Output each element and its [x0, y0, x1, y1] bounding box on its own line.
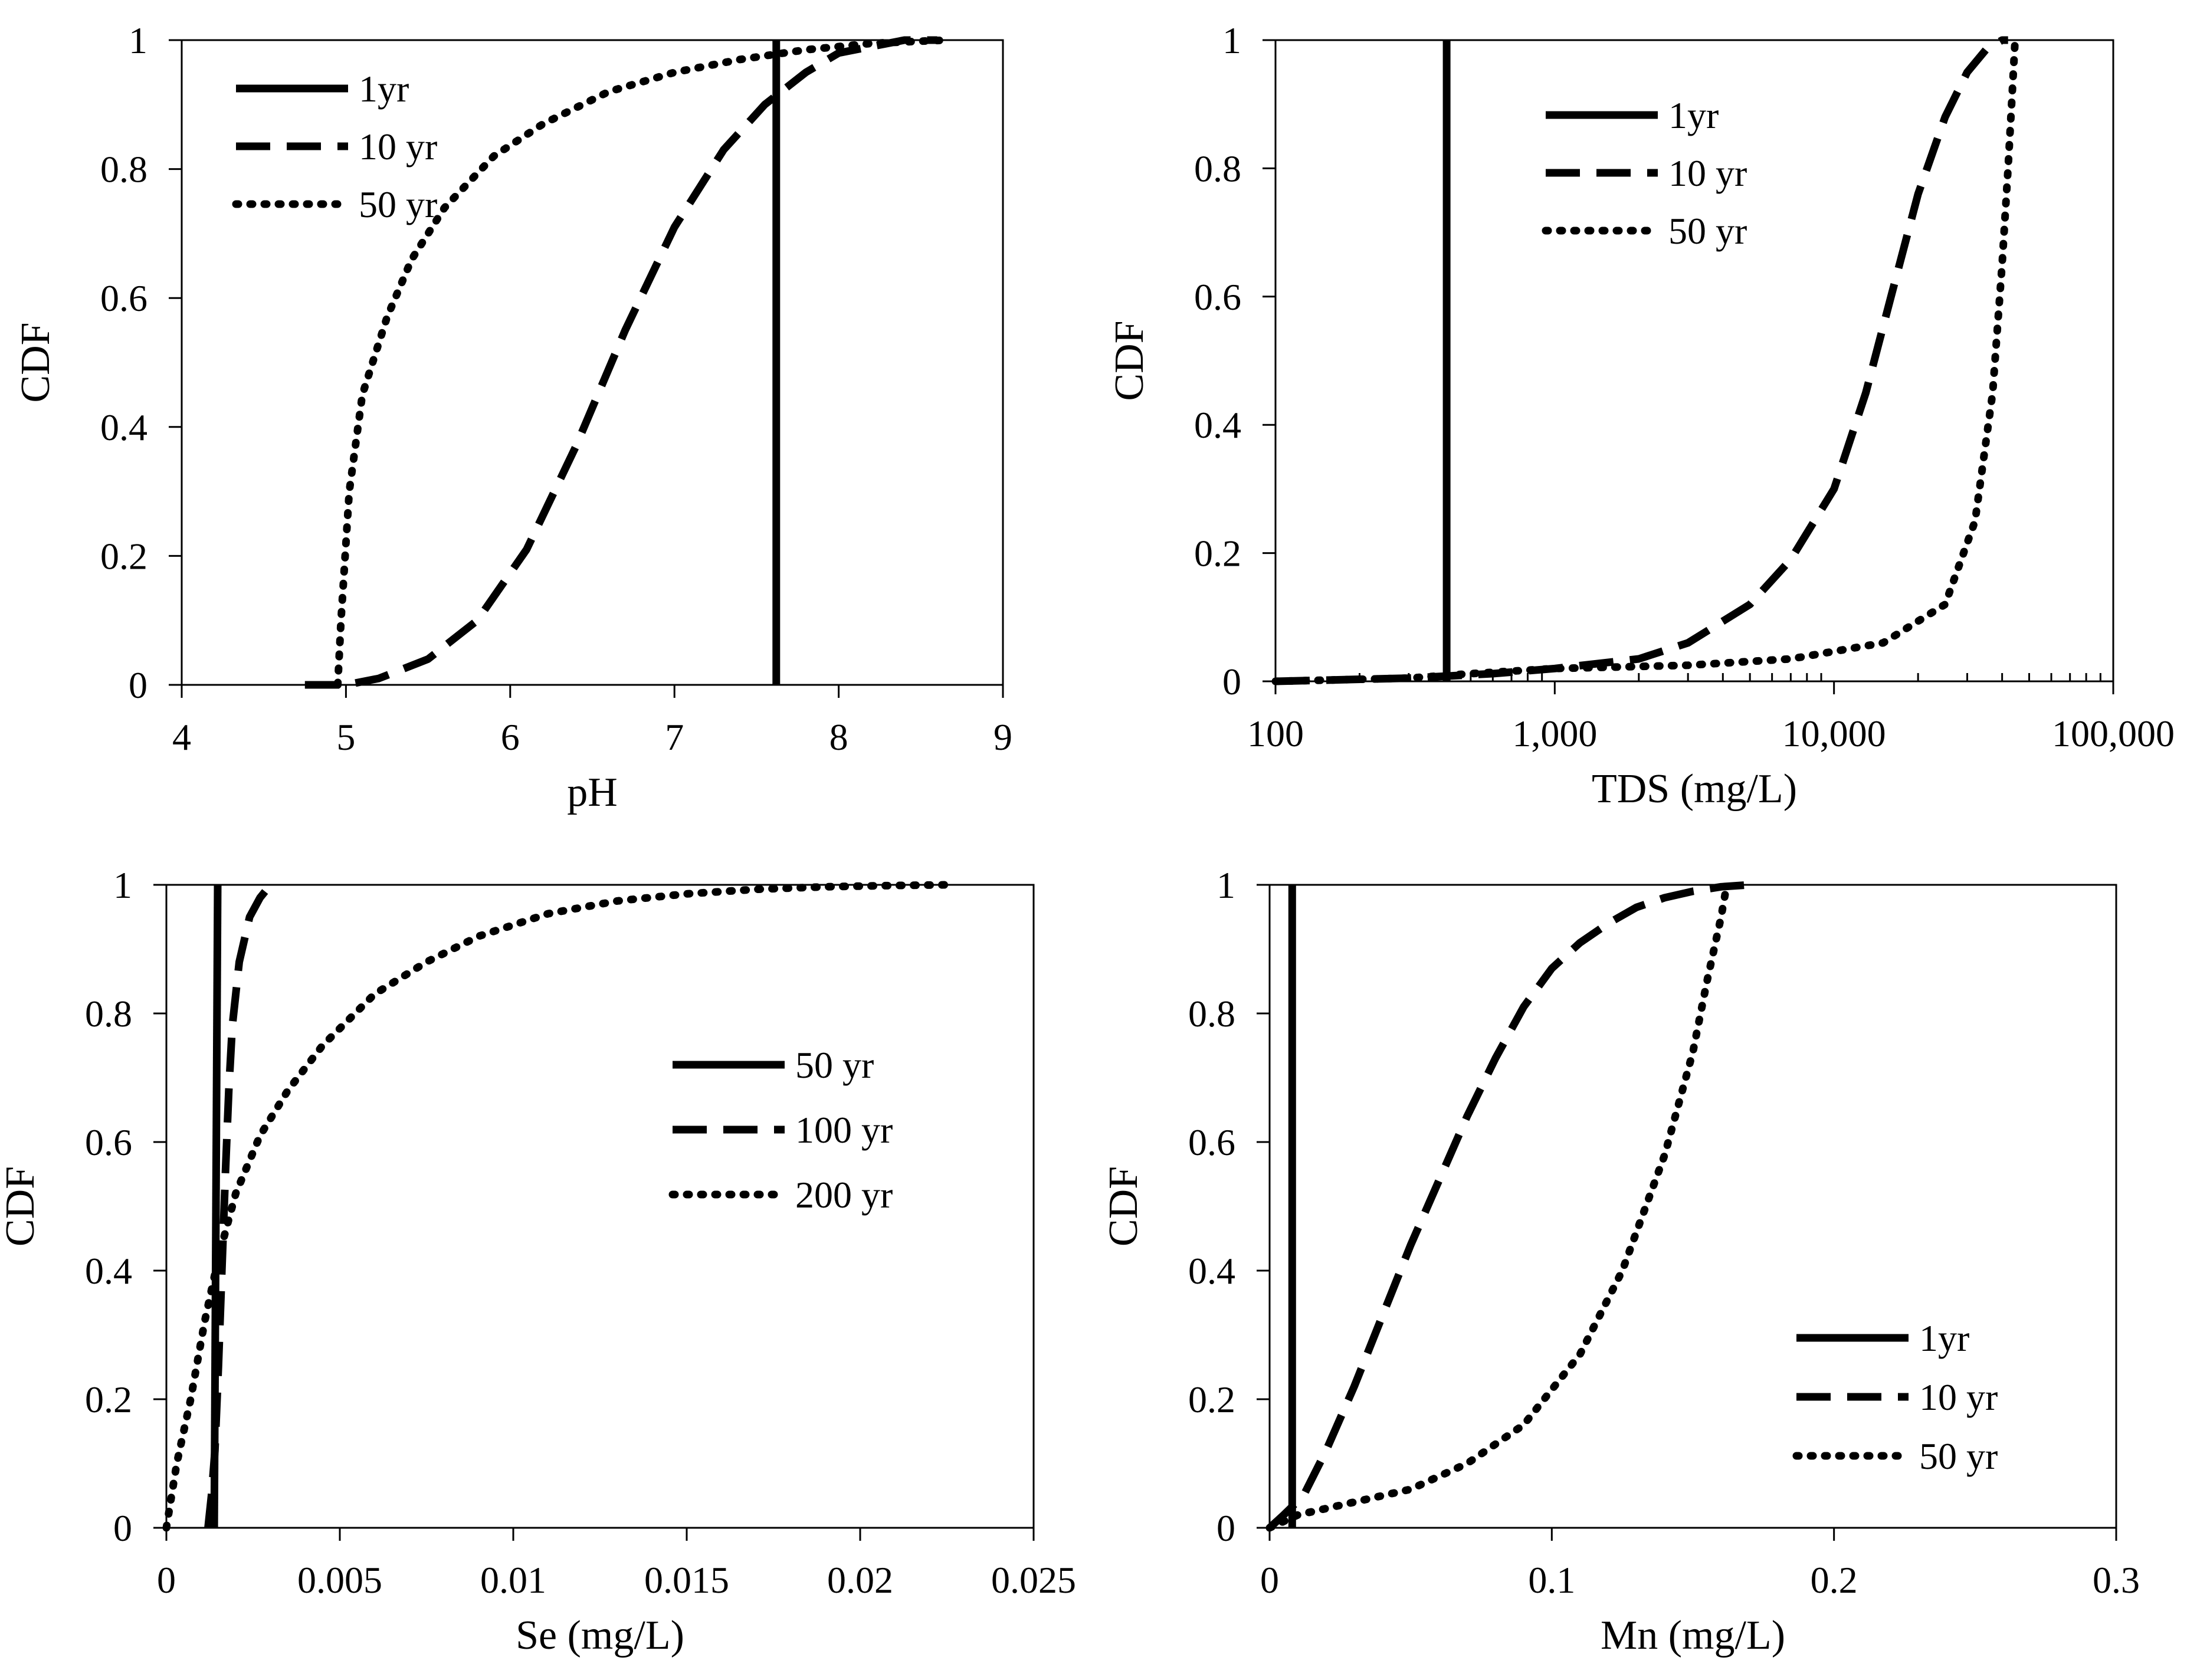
y-tick-label: 1 — [1217, 864, 1235, 906]
x-tick-label: 1,000 — [1512, 713, 1597, 754]
legend-label: 10 yr — [1668, 152, 1747, 194]
plot-frame — [1268, 884, 2117, 1529]
legend-label: 50 yr — [1668, 210, 1747, 252]
series-line-10-yr — [1267, 881, 1750, 1531]
legend-label: 200 yr — [795, 1174, 893, 1216]
series-line-50-yr — [334, 36, 950, 689]
x-tick-label: 0.025 — [991, 1559, 1076, 1601]
y-tick-label: 1 — [129, 19, 147, 61]
series-line-50-yr — [1271, 36, 2019, 685]
plot-frame — [1274, 39, 2114, 682]
y-tick-label: 0.8 — [100, 149, 147, 191]
x-tick-label: 100,000 — [2052, 713, 2175, 754]
x-tick-label: 0.015 — [644, 1559, 729, 1601]
x-tick-label: 6 — [501, 716, 520, 758]
y-tick-label: 1 — [113, 864, 132, 906]
y-tick-label: 0.6 — [1188, 1121, 1235, 1163]
chart-tds: 0 0.2 0.4 0.6 0.8 1 100 1,000 10,000 100,000 TDS (… — [1107, 19, 2175, 812]
x-tick-label: 8 — [829, 716, 848, 758]
legend-label: 10 yr — [1919, 1376, 1998, 1418]
y-tick-label: 0 — [129, 664, 147, 706]
x-tick-label: 0.3 — [2093, 1559, 2140, 1601]
x-axis-title: Mn (mg/L) — [1601, 1613, 1785, 1658]
legend-label: 1yr — [1919, 1317, 1969, 1359]
x-tick-label: 5 — [336, 716, 355, 758]
x-tick-label: 0 — [157, 1559, 176, 1601]
y-tick-label: 0.4 — [1188, 1250, 1235, 1292]
legend-label: 100 yr — [795, 1109, 893, 1151]
series-line-10-yr — [304, 36, 937, 689]
x-tick-label: 0.1 — [1528, 1559, 1575, 1601]
legend: 1yr 10 yr 50 yr — [1792, 1317, 1998, 1477]
legend-label: 50 yr — [795, 1044, 874, 1086]
series-line-200-yr — [162, 881, 951, 1532]
legend-label: 50 yr — [359, 183, 437, 225]
x-tick-label: 0.01 — [480, 1559, 546, 1601]
y-tick-label: 0 — [1222, 661, 1241, 703]
y-axis-title: CDF — [13, 322, 58, 402]
x-tick-label: 0 — [1260, 1559, 1279, 1601]
y-axis-title: CDF — [0, 1166, 43, 1246]
x-tick-label: 0.005 — [297, 1559, 382, 1601]
y-tick-label: 0.8 — [85, 993, 132, 1035]
y-tick-label: 0.2 — [1194, 533, 1241, 575]
y-tick-label: 1 — [1222, 19, 1241, 61]
legend-label: 1yr — [1668, 94, 1719, 136]
x-tick-label: 100 — [1247, 713, 1304, 754]
y-tick-label: 0.2 — [1188, 1379, 1235, 1420]
legend-label: 1yr — [359, 68, 409, 110]
x-tick-label: 0.2 — [1811, 1559, 1858, 1601]
y-tick-label: 0.4 — [1194, 404, 1241, 446]
legend-label: 10 yr — [359, 126, 437, 168]
y-axis-title: CDF — [1101, 1166, 1146, 1246]
x-axis-title: TDS (mg/L) — [1592, 766, 1797, 812]
y-tick-label: 0.4 — [100, 406, 147, 448]
y-tick-label: 0.6 — [85, 1121, 132, 1163]
chart-ph: 0 0.2 0.4 0.6 0.8 1 4 5 6 7 8 9 pH CDF 1yr 10 yr 50 yr — [13, 19, 1012, 815]
y-tick-label: 0 — [1217, 1507, 1235, 1549]
y-tick-label: 0.2 — [85, 1379, 132, 1420]
series-line-50-yr — [1265, 881, 1731, 1532]
y-tick-label: 0.6 — [100, 277, 147, 319]
series-line-50-yr — [210, 884, 222, 1528]
x-axis-title: Se (mg/L) — [516, 1613, 684, 1658]
legend-label: 50 yr — [1919, 1435, 1998, 1477]
chart-se: 0 0.2 0.4 0.6 0.8 1 0 0.005 0.01 0.015 0.02 0.025 Se… — [0, 864, 1076, 1658]
x-tick-label: 0.02 — [827, 1559, 893, 1601]
x-axis-title: pH — [567, 770, 618, 815]
y-axis-title: CDF — [1107, 320, 1152, 401]
y-tick-label: 0.8 — [1188, 993, 1235, 1035]
y-tick-label: 0 — [113, 1507, 132, 1549]
legend: 1yr 10 yr 50 yr — [1542, 94, 1747, 252]
x-tick-label: 9 — [993, 716, 1012, 758]
plot-frame — [181, 39, 1004, 686]
x-tick-label: 4 — [172, 716, 191, 758]
x-tick-label: 7 — [665, 716, 684, 758]
y-tick-label: 0.6 — [1194, 276, 1241, 318]
y-tick-label: 0.8 — [1194, 147, 1241, 189]
series-line-100-yr — [204, 882, 274, 1528]
x-tick-label: 10,000 — [1782, 713, 1886, 754]
chart-mn: 00.20.40.60.810 0.1 0.2 0.3Mn (mg/L)CDF1yr1… — [1101, 864, 2140, 1658]
plot-frame — [165, 884, 1035, 1529]
y-tick-label: 0.2 — [100, 535, 147, 577]
legend: 1yr 10 yr 50 yr — [232, 68, 437, 225]
y-tick-label: 0.4 — [85, 1250, 132, 1292]
legend: 50 yr 100 yr 200 yr — [668, 1044, 893, 1216]
